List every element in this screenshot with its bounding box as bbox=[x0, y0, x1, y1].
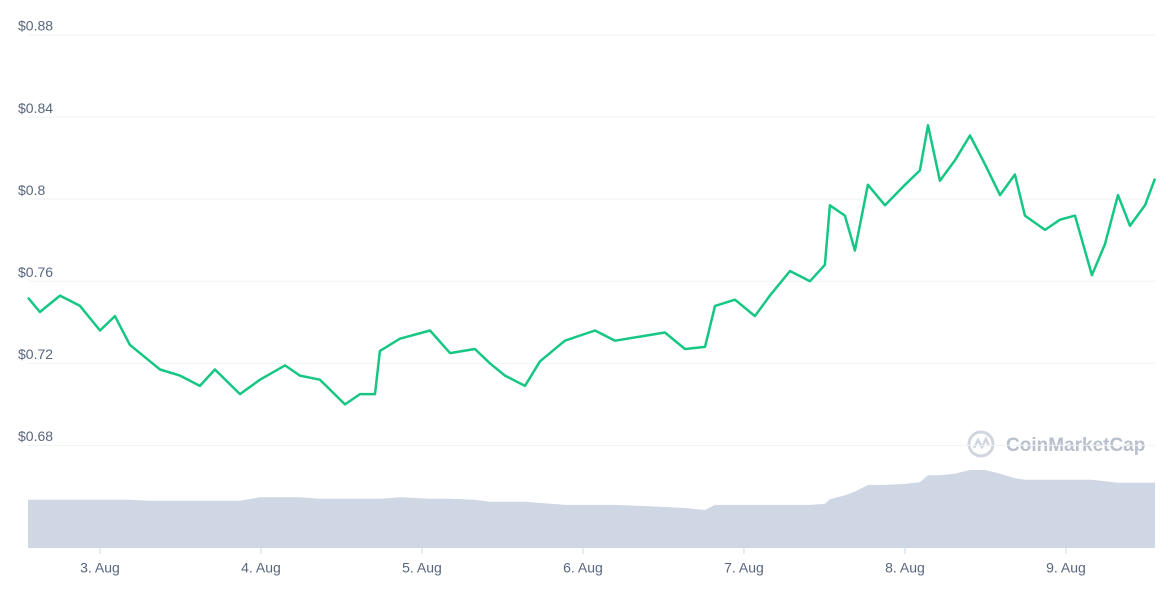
volume-area bbox=[28, 470, 1155, 548]
y-tick-label: $0.88 bbox=[18, 18, 53, 34]
y-tick-label: $0.68 bbox=[18, 428, 53, 444]
x-tick-label: 3. Aug bbox=[80, 560, 120, 576]
x-tick-label: 6. Aug bbox=[563, 560, 603, 576]
y-tick-label: $0.76 bbox=[18, 264, 53, 280]
y-tick-label: $0.8 bbox=[18, 182, 45, 198]
x-tick-label: 8. Aug bbox=[885, 560, 925, 576]
price-line bbox=[27, 124, 1157, 406]
x-tick-label: 4. Aug bbox=[241, 560, 281, 576]
y-tick-label: $0.84 bbox=[18, 100, 53, 116]
y-tick-label: $0.72 bbox=[18, 346, 53, 362]
x-tick-label: 9. Aug bbox=[1046, 560, 1086, 576]
x-tick-label: 7. Aug bbox=[724, 560, 764, 576]
x-tick-label: 5. Aug bbox=[402, 560, 442, 576]
watermark-logo bbox=[967, 430, 995, 458]
